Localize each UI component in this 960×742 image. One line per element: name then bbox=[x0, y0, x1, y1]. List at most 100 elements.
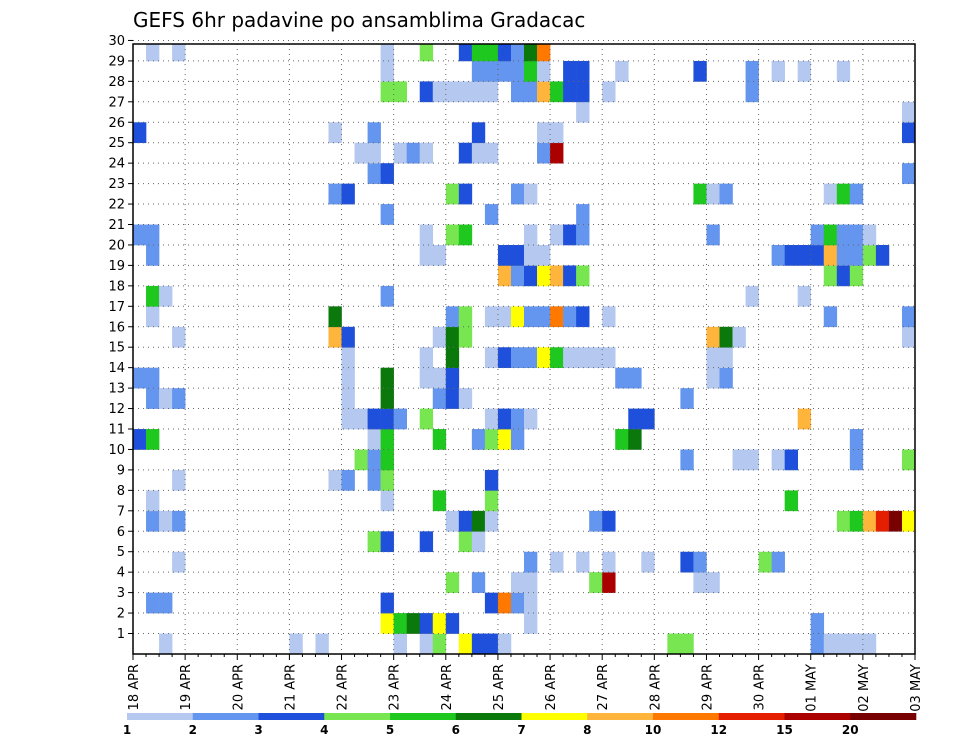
heatmap-cell bbox=[537, 306, 551, 328]
heatmap-cell bbox=[901, 449, 916, 471]
heatmap-cell bbox=[471, 60, 486, 82]
heatmap-cell bbox=[719, 183, 733, 205]
heatmap-cell bbox=[771, 449, 785, 471]
x-tick-label: 02 MAY bbox=[857, 664, 872, 712]
heatmap-cell bbox=[159, 388, 173, 409]
heatmap-cell bbox=[550, 306, 564, 328]
heatmap-cell bbox=[849, 429, 864, 450]
legend-label: 7 bbox=[517, 723, 525, 737]
heatmap-cell bbox=[849, 449, 864, 471]
heatmap-cell bbox=[524, 44, 538, 62]
heatmap-cell bbox=[810, 245, 825, 266]
heatmap-cell bbox=[497, 265, 512, 287]
heatmap-cell bbox=[524, 551, 538, 573]
heatmap-cell bbox=[458, 224, 473, 246]
x-tick-label: 03 MAY bbox=[909, 664, 924, 712]
heatmap-cell bbox=[380, 490, 394, 512]
heatmap-cell bbox=[380, 613, 394, 634]
heatmap-cell bbox=[576, 81, 590, 103]
heatmap-cell bbox=[380, 60, 394, 82]
heatmap-cell bbox=[289, 633, 303, 655]
heatmap-cell bbox=[745, 285, 759, 307]
heatmap-cell bbox=[445, 367, 460, 389]
heatmap-cell bbox=[537, 347, 551, 368]
heatmap-cell bbox=[432, 633, 447, 655]
heatmap-cell bbox=[510, 306, 525, 328]
y-tick-label: 1 bbox=[117, 627, 125, 642]
heatmap-cell bbox=[432, 326, 447, 348]
y-tick-label: 26 bbox=[108, 116, 125, 131]
heatmap-cell bbox=[458, 326, 473, 348]
heatmap-cell bbox=[836, 60, 851, 82]
legend-swatch bbox=[192, 713, 259, 720]
heatmap-cell bbox=[576, 306, 590, 328]
heatmap-cell bbox=[471, 429, 486, 450]
heatmap-cell bbox=[810, 613, 825, 634]
heatmap-cell bbox=[563, 265, 577, 287]
heatmap-cell bbox=[341, 326, 355, 348]
heatmap-cell bbox=[419, 347, 434, 368]
heatmap-cell bbox=[367, 163, 381, 184]
heatmap-cell bbox=[550, 142, 564, 164]
heatmap-cell bbox=[471, 142, 486, 164]
heatmap-cell bbox=[589, 510, 603, 532]
x-tick-label: 26 APR bbox=[544, 664, 559, 710]
heatmap-cell bbox=[771, 60, 785, 82]
heatmap-cell bbox=[146, 592, 160, 614]
heatmap-cell bbox=[146, 490, 160, 512]
heatmap-cell bbox=[146, 388, 160, 409]
heatmap-cell bbox=[719, 367, 733, 389]
heatmap-cell bbox=[458, 306, 473, 328]
heatmap-cell bbox=[341, 183, 355, 205]
gridlines bbox=[133, 39, 915, 654]
heatmap-cell bbox=[445, 183, 460, 205]
heatmap-cell bbox=[172, 388, 186, 409]
y-tick-label: 2 bbox=[117, 607, 125, 622]
heatmap-cell bbox=[484, 204, 499, 225]
heatmap-cell bbox=[628, 429, 642, 450]
heatmap-cell bbox=[849, 633, 864, 655]
heatmap-cell bbox=[719, 326, 733, 348]
heatmap-cell bbox=[537, 122, 551, 144]
heatmap-cell bbox=[432, 613, 447, 634]
legend-label: 20 bbox=[842, 723, 859, 737]
heatmap-cell bbox=[484, 633, 499, 655]
legend-label: 12 bbox=[710, 723, 727, 737]
y-tick-label: 8 bbox=[117, 484, 125, 499]
heatmap-cell bbox=[445, 613, 460, 634]
legend-label: 4 bbox=[320, 723, 328, 737]
y-tick-label: 9 bbox=[117, 463, 125, 478]
heatmap-cell bbox=[471, 531, 486, 553]
heatmap-cell bbox=[484, 592, 499, 614]
x-tick-label: 23 APR bbox=[388, 664, 403, 710]
y-tick-label: 28 bbox=[108, 75, 125, 90]
heatmap-cell bbox=[680, 449, 694, 471]
heatmap-cell bbox=[875, 245, 890, 266]
heatmap-cell bbox=[354, 449, 368, 471]
heatmap-cell bbox=[497, 44, 512, 62]
x-tick-label: 28 APR bbox=[648, 664, 663, 710]
heatmap-cell bbox=[758, 551, 772, 573]
heatmap-cell bbox=[524, 265, 538, 287]
heatmap-cell bbox=[810, 224, 825, 246]
heatmap-cell bbox=[680, 388, 694, 409]
y-tick-label: 22 bbox=[108, 198, 125, 213]
heatmap-cell bbox=[524, 572, 538, 593]
heatmap-cell bbox=[550, 265, 564, 287]
heatmap-cell bbox=[524, 408, 538, 430]
heatmap-cell bbox=[146, 306, 160, 328]
heatmap-cell bbox=[172, 510, 186, 532]
legend-swatch bbox=[718, 713, 785, 720]
heatmap-cell bbox=[458, 633, 473, 655]
x-tick-label: 30 APR bbox=[753, 664, 768, 710]
heatmap-cell bbox=[393, 633, 407, 655]
heatmap-cell bbox=[602, 306, 616, 328]
heatmap-cell bbox=[615, 367, 629, 389]
heatmap-cell bbox=[745, 449, 759, 471]
heatmap-cell bbox=[563, 60, 577, 82]
heatmap-cell bbox=[550, 551, 564, 573]
heatmap-cell bbox=[484, 60, 499, 82]
heatmap-cell bbox=[172, 469, 186, 491]
heatmap-cell bbox=[836, 245, 851, 266]
